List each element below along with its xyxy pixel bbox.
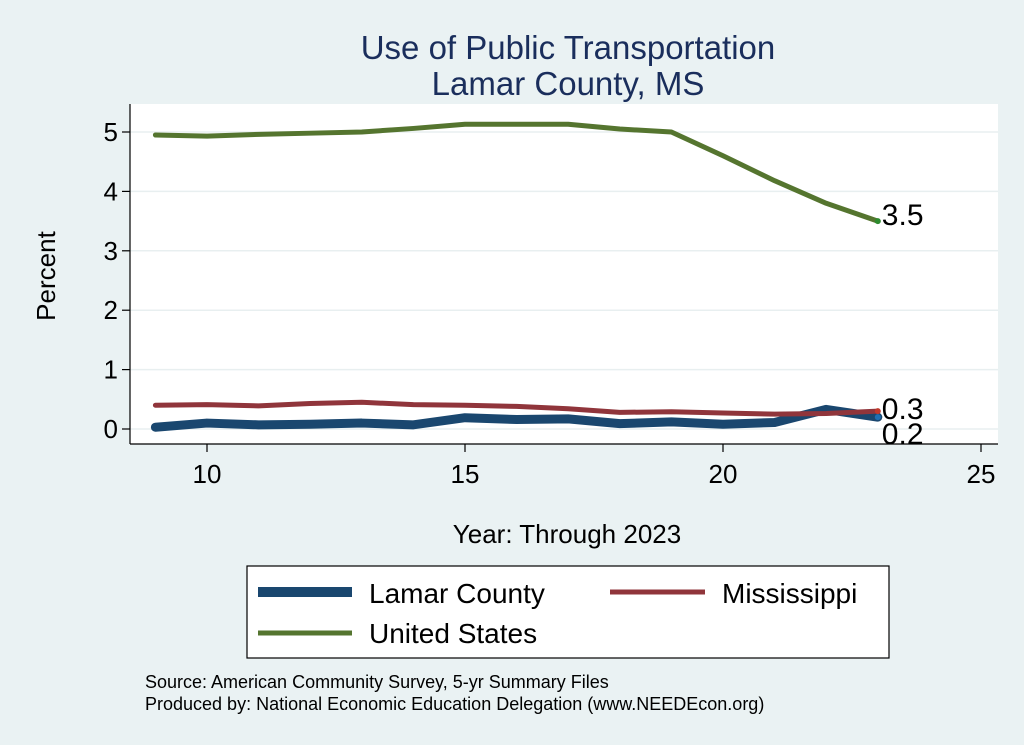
y-tick-label-4: 4 xyxy=(104,176,118,206)
end-label-mississippi: 0.3 xyxy=(882,393,924,426)
x-tick-label-15: 15 xyxy=(451,459,480,489)
y-tick-label-0: 0 xyxy=(104,414,118,444)
end-point-united-states xyxy=(874,218,881,225)
series-lines xyxy=(150,121,883,432)
legend-box xyxy=(246,565,890,659)
series-line-lamar-county xyxy=(150,404,883,432)
x-tick-label-20: 20 xyxy=(709,459,738,489)
end-point-mississippi xyxy=(874,408,881,415)
x-tick-label-25: 25 xyxy=(967,459,996,489)
chart-title-line2: Lamar County, MS xyxy=(432,65,705,102)
y-axis-title: Percent xyxy=(31,230,61,320)
source-note: Source: American Community Survey, 5-yr … xyxy=(145,672,609,692)
legend-label-mississippi: Mississippi xyxy=(722,578,857,609)
series-line-united-states xyxy=(152,121,881,224)
y-tick-label-2: 2 xyxy=(104,295,118,325)
plot-area xyxy=(130,104,998,444)
end-labels: 3.5 0.30.2 xyxy=(874,199,924,451)
x-tick-label-10: 10 xyxy=(193,459,222,489)
legend: Lamar County Mississippi United States xyxy=(246,565,890,659)
series-line-mississippi xyxy=(152,399,881,417)
y-tick-label-1: 1 xyxy=(104,355,118,385)
x-axis: 10 15 20 25 xyxy=(130,443,998,489)
y-tick-label-3: 3 xyxy=(104,236,118,266)
y-axis: 0 1 2 3 4 5 xyxy=(104,104,131,444)
legend-label-united-states: United States xyxy=(369,618,537,649)
end-point-lamar-county xyxy=(874,414,881,421)
legend-label-lamar-county: Lamar County xyxy=(369,578,545,609)
chart-title-line1: Use of Public Transportation xyxy=(361,29,776,66)
end-label-united-states: 3.5 xyxy=(882,199,924,232)
y-tick-label-5: 5 xyxy=(104,117,118,147)
producer-note: Produced by: National Economic Education… xyxy=(145,694,764,714)
end-label-lamar-county: 0.2 xyxy=(882,418,924,451)
x-axis-title: Year: Through 2023 xyxy=(453,519,681,549)
